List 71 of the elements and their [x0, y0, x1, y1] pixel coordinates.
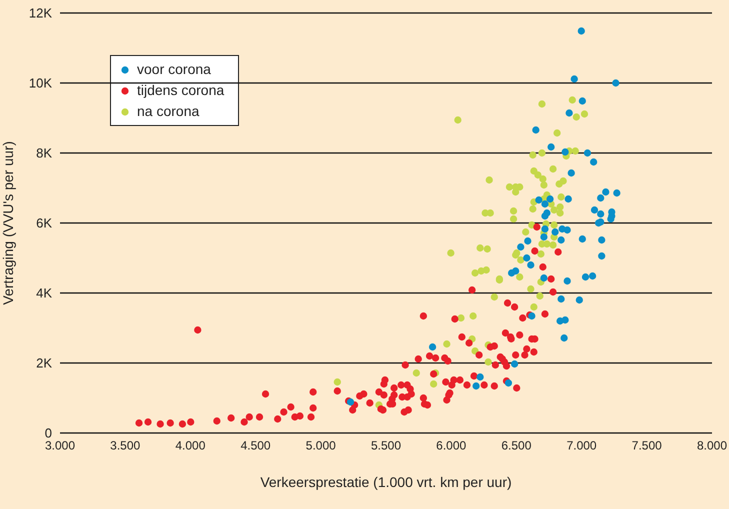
- point: [532, 126, 540, 134]
- point: [508, 269, 516, 277]
- point: [597, 210, 604, 218]
- point: [568, 169, 575, 177]
- point: [560, 334, 568, 342]
- y-tick-label: 10K: [28, 76, 52, 91]
- point: [524, 237, 532, 245]
- point: [562, 148, 569, 156]
- point: [476, 373, 484, 381]
- x-tick-label: 5.500: [370, 438, 402, 453]
- point: [597, 194, 604, 202]
- y-tick-label: 6K: [36, 216, 52, 231]
- point: [584, 149, 592, 157]
- y-tick-label: 8K: [36, 146, 52, 161]
- point: [510, 360, 518, 368]
- point: [564, 195, 572, 203]
- point: [590, 158, 598, 166]
- point: [588, 272, 596, 280]
- point: [547, 143, 555, 151]
- y-tick-label: 0: [44, 426, 52, 441]
- point: [612, 79, 620, 87]
- x-tick-label: 7.000: [566, 438, 597, 453]
- point: [552, 228, 559, 236]
- point: [566, 109, 573, 117]
- point: [576, 296, 583, 304]
- point: [564, 226, 571, 234]
- point: [594, 219, 602, 227]
- point: [578, 97, 586, 105]
- point: [558, 236, 565, 244]
- point: [546, 195, 554, 203]
- x-tick-label: 3.000: [44, 438, 76, 453]
- y-tick-label: 4K: [36, 286, 52, 301]
- legend-label: voor corona: [137, 60, 211, 79]
- point: [582, 273, 590, 281]
- x-tick-label: 8.000: [696, 438, 728, 453]
- legend-label: na corona: [137, 102, 200, 121]
- point: [590, 206, 598, 214]
- point: [428, 343, 436, 351]
- x-axis-title: Verkeersprestatie (1.000 vrt. km per uur): [260, 474, 512, 490]
- y-tick-label: 2K: [36, 356, 52, 371]
- point: [562, 316, 569, 324]
- point: [558, 295, 565, 303]
- x-tick-label: 3.500: [110, 438, 141, 453]
- point: [541, 212, 549, 220]
- point: [578, 27, 585, 35]
- point: [523, 254, 530, 262]
- x-tick-label: 4.500: [240, 438, 271, 453]
- point: [517, 243, 524, 251]
- point: [578, 235, 586, 243]
- point: [535, 196, 542, 204]
- point: [541, 200, 549, 208]
- point: [613, 189, 620, 197]
- x-tick-label: 5.000: [306, 438, 336, 453]
- y-tick-label: 12K: [28, 6, 52, 21]
- point: [541, 225, 549, 233]
- x-tick-label: 4.000: [175, 438, 206, 453]
- point: [540, 233, 548, 241]
- point: [602, 188, 610, 196]
- point: [607, 215, 614, 223]
- point: [570, 75, 578, 83]
- point: [472, 382, 480, 390]
- point: [598, 252, 606, 260]
- point: [598, 236, 606, 244]
- legend-label: tijdens corona: [137, 81, 224, 100]
- point: [564, 277, 571, 285]
- point: [527, 261, 534, 269]
- y-axis-title: Vertraging (VVU's per uur): [0, 141, 16, 305]
- x-tick-label: 6.500: [501, 438, 532, 453]
- x-tick-label: 7.500: [632, 438, 662, 453]
- x-tick-label: 6.000: [436, 438, 467, 453]
- point: [540, 274, 548, 282]
